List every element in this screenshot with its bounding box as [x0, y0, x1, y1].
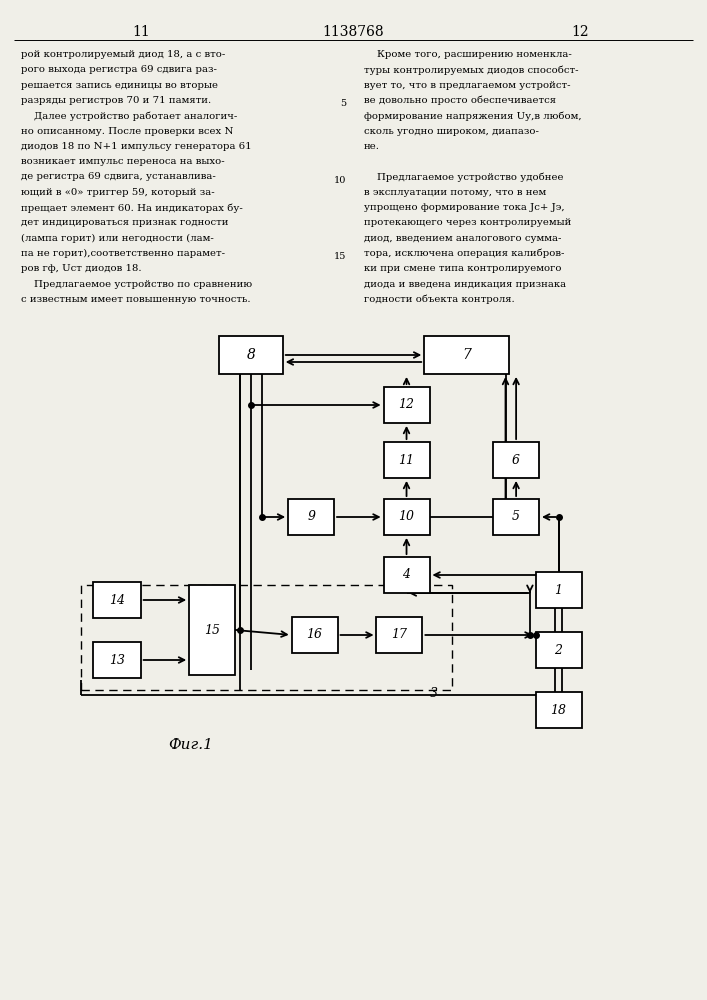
Text: 9: 9 [307, 510, 315, 524]
Bar [376, 617, 422, 653]
Text: 5: 5 [512, 510, 520, 524]
Bar [384, 499, 430, 535]
Bar [384, 557, 430, 593]
Text: туры контролируемых диодов способст-: туры контролируемых диодов способст- [364, 65, 578, 75]
Text: 15: 15 [334, 252, 346, 261]
Text: протекающего через контролируемый: протекающего через контролируемый [364, 218, 571, 227]
Text: 11: 11 [132, 25, 151, 39]
Text: 11: 11 [399, 454, 414, 466]
Text: 2: 2 [554, 644, 563, 656]
Text: 14: 14 [109, 593, 124, 606]
Text: 12: 12 [571, 25, 588, 39]
Text: 1: 1 [554, 584, 563, 596]
Text: но описанному. После проверки всех N: но описанному. После проверки всех N [21, 126, 234, 135]
Text: 16: 16 [307, 629, 322, 642]
Text: де регистра 69 сдвига, устанавлива-: де регистра 69 сдвига, устанавлива- [21, 172, 216, 181]
Bar [493, 499, 539, 535]
Text: 10: 10 [399, 510, 414, 524]
Text: прещает элемент 60. На индикаторах бу-: прещает элемент 60. На индикаторах бу- [21, 203, 243, 213]
Bar [493, 442, 539, 478]
Text: рого выхода регистра 69 сдвига раз-: рого выхода регистра 69 сдвига раз- [21, 65, 217, 74]
Text: диода и введена индикация признака: диода и введена индикация признака [364, 280, 566, 289]
Text: формирование напряжения Uу,в любом,: формирование напряжения Uу,в любом, [364, 111, 582, 121]
Text: 4: 4 [402, 568, 411, 582]
Text: ве довольно просто обеспечивается: ве довольно просто обеспечивается [364, 96, 556, 105]
Text: рой контролируемый диод 18, а с вто-: рой контролируемый диод 18, а с вто- [21, 50, 226, 59]
Text: 18: 18 [551, 704, 566, 716]
Text: 17: 17 [392, 629, 407, 642]
Text: разряды регистров 70 и 71 памяти.: разряды регистров 70 и 71 памяти. [21, 96, 211, 105]
Text: 3: 3 [430, 687, 438, 700]
Text: 8: 8 [247, 348, 255, 362]
Text: па не горит),соответственно парамет-: па не горит),соответственно парамет- [21, 249, 226, 258]
Bar [189, 585, 235, 675]
Text: возникает импульс переноса на выхо-: возникает импульс переноса на выхо- [21, 157, 225, 166]
Text: диодов 18 по N+1 импульсу генератора 61: диодов 18 по N+1 импульсу генератора 61 [21, 142, 252, 151]
Text: 7: 7 [462, 348, 471, 362]
Text: 6: 6 [512, 454, 520, 466]
Text: 12: 12 [399, 398, 414, 412]
Bar [384, 442, 430, 478]
Text: ющий в «0» триггер 59, который за-: ющий в «0» триггер 59, который за- [21, 188, 215, 197]
Text: Далее устройство работает аналогич-: Далее устройство работает аналогич- [21, 111, 238, 121]
Text: 10: 10 [334, 176, 346, 185]
Text: с известным имеет повышенную точность.: с известным имеет повышенную точность. [21, 295, 251, 304]
Text: Фиг.1: Фиг.1 [168, 738, 214, 752]
Bar [424, 336, 509, 374]
Text: Предлагаемое устройство удобнее: Предлагаемое устройство удобнее [364, 172, 563, 182]
Bar [291, 617, 338, 653]
Text: Кроме того, расширению номенкла-: Кроме того, расширению номенкла- [364, 50, 572, 59]
Text: 13: 13 [109, 654, 124, 666]
Text: 1138768: 1138768 [322, 25, 385, 39]
Text: тора, исключена операция калибров-: тора, исключена операция калибров- [364, 249, 564, 258]
Bar [219, 336, 283, 374]
Text: годности объекта контроля.: годности объекта контроля. [364, 295, 515, 304]
Text: дет индицироваться признак годности: дет индицироваться признак годности [21, 218, 228, 227]
Text: сколь угодно широком, диапазо-: сколь угодно широком, диапазо- [364, 126, 539, 135]
Text: решается запись единицы во вторые: решается запись единицы во вторые [21, 81, 218, 90]
Bar [93, 582, 141, 618]
Text: упрощено формирование тока Jс+ Jэ,: упрощено формирование тока Jс+ Jэ, [364, 203, 565, 212]
Text: вует то, что в предлагаемом устройст-: вует то, что в предлагаемом устройст- [364, 81, 571, 90]
Text: 15: 15 [204, 624, 220, 637]
Text: Предлагаемое устройство по сравнению: Предлагаемое устройство по сравнению [21, 280, 252, 289]
Bar [93, 642, 141, 678]
Bar [536, 572, 581, 608]
Text: не.: не. [364, 142, 380, 151]
Bar [536, 632, 581, 668]
Bar [384, 387, 430, 423]
Text: 5: 5 [340, 99, 346, 108]
Text: ров гф, Uст диодов 18.: ров гф, Uст диодов 18. [21, 264, 142, 273]
Text: ки при смене типа контролируемого: ки при смене типа контролируемого [364, 264, 561, 273]
Text: диод, введением аналогового сумма-: диод, введением аналогового сумма- [364, 234, 561, 243]
Bar [288, 499, 334, 535]
Bar [536, 692, 581, 728]
Text: в эксплуатации потому, что в нем: в эксплуатации потому, что в нем [364, 188, 547, 197]
Bar [81, 585, 452, 690]
Text: (лампа горит) или негодности (лам-: (лампа горит) или негодности (лам- [21, 234, 214, 243]
